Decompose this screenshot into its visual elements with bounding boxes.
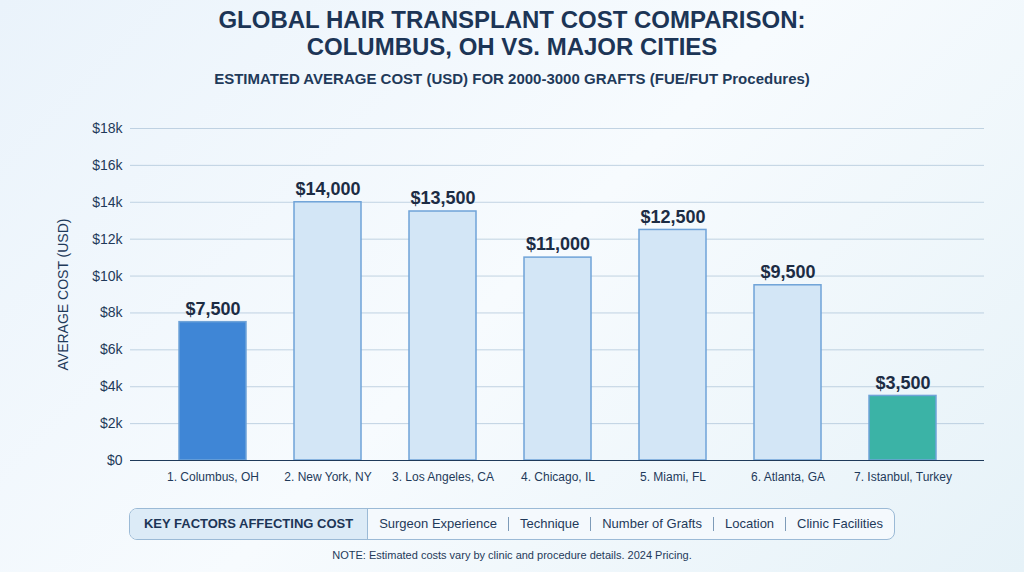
html-text:Number of Grafts: Number of Grafts: [602, 516, 702, 531]
svg-text:7. Istanbul, Turkey: 7. Istanbul, Turkey: [854, 470, 952, 484]
svg-text:$11,000: $11,000: [526, 234, 590, 254]
svg-text:2. New York, NY: 2. New York, NY: [284, 470, 371, 484]
svg-text:1. Columbus, OH: 1. Columbus, OH: [167, 470, 259, 484]
svg-text:$13,500: $13,500: [410, 188, 475, 208]
html-text:Technique: Technique: [520, 516, 580, 531]
svg-text:$18k: $18k: [92, 120, 123, 136]
svg-text:$10k: $10k: [92, 268, 123, 284]
svg-text:5. Miami, FL: 5. Miami, FL: [640, 470, 706, 484]
svg-text:3. Los Angeles, CA: 3. Los Angeles, CA: [392, 470, 494, 484]
html-text:NOTE: Estimated costs vary by: NOTE: Estimated costs vary by clinic and…: [332, 549, 692, 561]
svg-text:$7,500: $7,500: [185, 299, 240, 319]
svg-text:$12k: $12k: [92, 231, 123, 247]
html-text:KEY FACTORS AFFECTING COST: KEY FACTORS AFFECTING COST: [143, 516, 354, 531]
svg-text:AVERAGE COST (USD): AVERAGE COST (USD): [55, 219, 71, 371]
html-text:GLOBAL HAIR TRANSPLANT COST CO: GLOBAL HAIR TRANSPLANT COST COMPARISON:: [218, 6, 806, 33]
svg-text:$2k: $2k: [100, 415, 124, 431]
svg-text:$4k: $4k: [100, 378, 124, 394]
svg-text:$0: $0: [107, 452, 123, 468]
svg-text:$12,500: $12,500: [640, 207, 705, 227]
svg-text:$14k: $14k: [92, 194, 123, 210]
html-text:COLUMBUS, OH VS. MAJOR CITIES: COLUMBUS, OH VS. MAJOR CITIES: [306, 33, 718, 60]
svg-text:$3,500: $3,500: [875, 373, 930, 393]
svg-text:6. Atlanta, GA: 6. Atlanta, GA: [751, 470, 825, 484]
html-text:Clinic Facilities: Clinic Facilities: [797, 516, 884, 531]
svg-text:$16k: $16k: [92, 157, 123, 173]
html-text:Surgeon Experience: Surgeon Experience: [379, 516, 497, 531]
svg-text:$8k: $8k: [100, 304, 124, 320]
svg-text:$9,500: $9,500: [760, 262, 815, 282]
svg-text:$6k: $6k: [100, 341, 124, 357]
html-text:Location: Location: [724, 516, 775, 531]
html-text:ESTIMATED AVERAGE COST (USD) F: ESTIMATED AVERAGE COST (USD) FOR 2000-30…: [214, 70, 810, 87]
svg-text:$14,000: $14,000: [295, 179, 360, 199]
svg-text:4. Chicago, IL: 4. Chicago, IL: [521, 470, 595, 484]
